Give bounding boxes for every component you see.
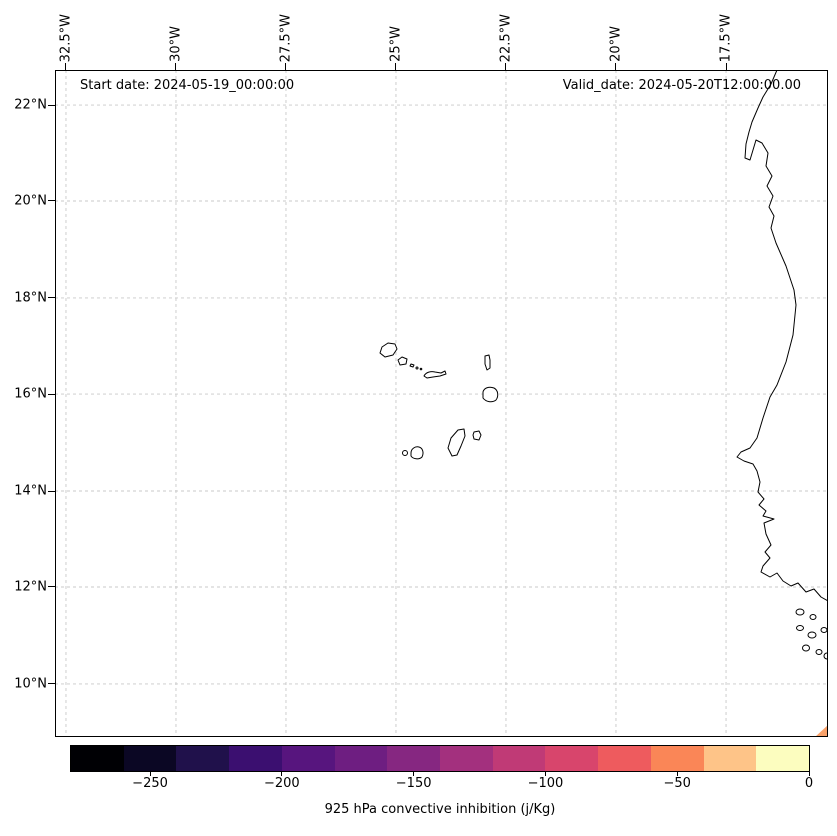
cape-verde-islands (379, 342, 499, 460)
colorbar-segment (650, 746, 704, 771)
map-plot: Start date: 2024-05-19_00:00:00 Valid_da… (55, 70, 828, 737)
graticule (55, 70, 828, 737)
lon-tick (65, 63, 67, 70)
colorbar-segment (71, 746, 124, 771)
island-sao-nicolau (423, 370, 447, 379)
colorbar-tick-label: −50 (663, 776, 691, 791)
lon-tick-label: 20°W (608, 26, 624, 62)
lat-tick (48, 586, 55, 588)
colorbar-tick (808, 772, 810, 776)
lat-tick-label: 20°N (14, 193, 47, 209)
colorbar-tick (413, 772, 415, 776)
colorbar-segment (334, 746, 388, 771)
valid-date-text: Valid_date: 2024-05-20T12:00:00.00 (562, 78, 801, 93)
island-maio (472, 430, 482, 441)
colorbar-segment (492, 746, 546, 771)
lon-tick-label: 32.5°W (58, 13, 74, 62)
colorbar-tick (676, 772, 678, 776)
island-sao-vicente (397, 356, 408, 366)
lon-tick (615, 63, 617, 70)
map-canvas (55, 70, 828, 737)
lat-tick-label: 16°N (14, 386, 47, 402)
colorbar-segment (756, 746, 810, 771)
lat-tick (48, 200, 55, 202)
colorbar-tick-label: −200 (263, 776, 300, 791)
island-brava (402, 450, 408, 456)
lat-tick-label: 22°N (14, 97, 47, 113)
lon-tick (725, 63, 727, 70)
african-coastline (736, 70, 828, 602)
colorbar-segment (440, 746, 493, 771)
lat-tick (48, 297, 55, 299)
islet (815, 649, 823, 655)
colorbar-segment (598, 746, 651, 771)
lat-tick (48, 104, 55, 106)
island-santa-luzia (409, 363, 415, 368)
colorbar-segment (123, 746, 177, 771)
colorbar-tick (544, 772, 546, 776)
colorbar-tick (281, 772, 283, 776)
lat-tick (48, 683, 55, 685)
islet-dot (419, 367, 423, 371)
island-boa-vista (482, 386, 499, 403)
colorbar-tick (149, 772, 151, 776)
lon-tick-label: 22.5°W (498, 13, 514, 62)
colorbar-label: 925 hPa convective inhibition (j/Kg) (324, 802, 556, 817)
island-santiago (447, 428, 466, 457)
lon-tick-label: 30°W (168, 26, 184, 62)
lon-tick-label: 17.5°W (718, 13, 734, 62)
colorbar (70, 745, 810, 772)
islet (795, 608, 805, 616)
islet-dot (415, 366, 419, 370)
colorbar-tick-label: −250 (132, 776, 168, 791)
colorbar-tick-label: 0 (804, 776, 814, 791)
bijagos-islands (795, 608, 828, 660)
colorbar-tick-label: −150 (395, 776, 432, 791)
islet (809, 614, 817, 620)
lon-tick (505, 63, 507, 70)
start-date-text: Start date: 2024-05-19_00:00:00 (80, 78, 295, 93)
islet (802, 644, 810, 652)
lon-tick (285, 63, 287, 70)
colorbar-segment (387, 746, 441, 771)
colorbar-segment (176, 746, 230, 771)
island-fogo (410, 446, 424, 460)
plot-border (55, 70, 828, 737)
cin-data-patch (815, 725, 828, 737)
lon-tick-label: 27.5°W (278, 13, 294, 62)
lat-tick (48, 393, 55, 395)
colorbar-segment (545, 746, 599, 771)
colorbar-segment (703, 746, 757, 771)
colorbar-segment (229, 746, 282, 771)
lon-tick (395, 63, 397, 70)
lat-tick-label: 18°N (14, 290, 47, 306)
lat-tick (48, 490, 55, 492)
island-sal (484, 354, 491, 371)
lon-tick-label: 25°W (388, 26, 404, 62)
colorbar-segment (281, 746, 335, 771)
islet (820, 627, 828, 633)
islet (807, 631, 817, 639)
islet (796, 625, 804, 631)
lat-tick-label: 10°N (14, 676, 47, 692)
lat-tick-label: 12°N (14, 579, 47, 595)
lon-tick (175, 63, 177, 70)
colorbar-tick-label: −100 (527, 776, 564, 791)
island-santo-antao (379, 342, 398, 358)
lat-tick-label: 14°N (14, 483, 47, 499)
